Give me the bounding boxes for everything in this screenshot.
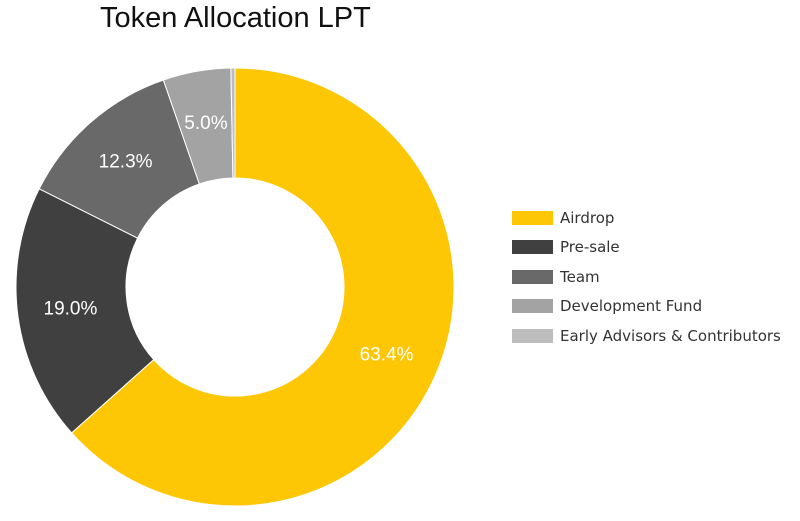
legend-label: Airdrop [560, 208, 615, 227]
legend-label: Development Fund [560, 297, 703, 316]
legend-swatch [512, 269, 553, 284]
legend-swatch [512, 299, 553, 314]
slice-label-development-fund: 5.0% [184, 113, 227, 134]
legend-swatch [512, 210, 553, 225]
legend-item-development-fund: Development Fund [512, 292, 781, 322]
slice-label-airdrop: 63.4% [360, 344, 414, 365]
slice-label-pre-sale: 19.0% [44, 298, 98, 319]
legend-label: Team [560, 267, 600, 286]
chart-title: Token Allocation LPT [100, 2, 371, 34]
slice-early-advisors-and-contributors [230, 67, 236, 179]
legend-item-team: Team [512, 262, 781, 292]
slice-airdrop [70, 67, 455, 507]
legend-item-pre-sale: Pre-sale [512, 233, 781, 263]
legend: Airdrop Pre-sale Team Development Fund Early… [512, 203, 781, 351]
slice-pre-sale [15, 188, 155, 434]
legend-swatch [512, 328, 553, 343]
legend-item-early-advisors-and-contributors: Early Advisors & Contributors [512, 321, 781, 351]
legend-swatch [512, 240, 553, 255]
legend-label: Pre-sale [560, 238, 620, 257]
legend-item-airdrop: Airdrop [512, 203, 781, 233]
legend-label: Early Advisors & Contributors [560, 326, 781, 345]
slice-label-team: 12.3% [99, 152, 153, 173]
